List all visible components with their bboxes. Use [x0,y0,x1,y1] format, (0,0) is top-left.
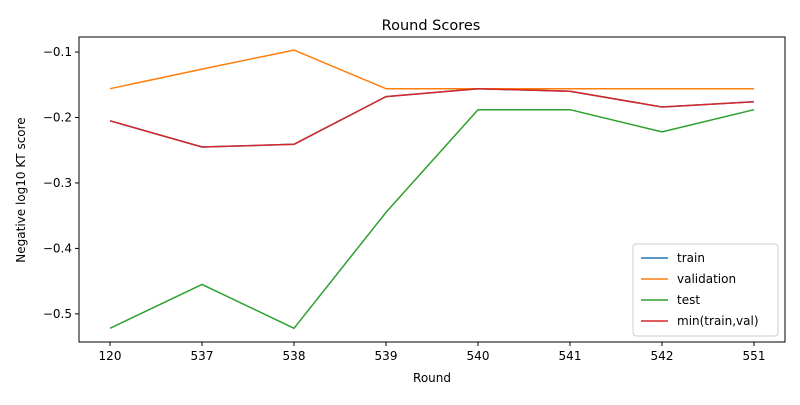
series-layer [109,49,755,330]
y-tick-label: −0.1 [43,45,72,59]
x-tick-label: 540 [467,349,490,363]
series-line-train [109,87,755,148]
y-tick-label: −0.4 [43,241,72,255]
chart-title: Round Scores [382,18,481,34]
legend-label: min(train,val) [677,314,759,328]
legend-label: train [677,251,705,265]
series-line-validation [109,49,754,90]
legend: train validation test min(train,val) [632,243,779,337]
x-axis-label: Round [413,371,451,385]
legend-label: test [677,293,700,307]
series-line-test [109,108,755,330]
y-tick-label: −0.5 [43,307,72,321]
x-tick-label: 541 [559,349,582,363]
y-tick-label: −0.2 [43,111,72,125]
x-tick-label: 542 [651,349,674,363]
legend-box [632,243,779,337]
y-tick-label: −0.3 [43,176,72,190]
x-tick-label: 539 [375,349,398,363]
y-axis-label: Negative log10 KT score [14,117,28,262]
series-line-min-train-val- [109,87,755,148]
x-tick-label: 537 [191,349,214,363]
x-tick-label: 551 [743,349,766,363]
axes: 120 537 538 539 540 541 542 551 −0.5 −0.4 −0.3 −0.2… [43,45,766,363]
x-tick-label: 120 [99,349,122,363]
legend-label: validation [677,272,736,286]
x-tick-label: 538 [283,349,306,363]
plot-frame [78,36,786,343]
